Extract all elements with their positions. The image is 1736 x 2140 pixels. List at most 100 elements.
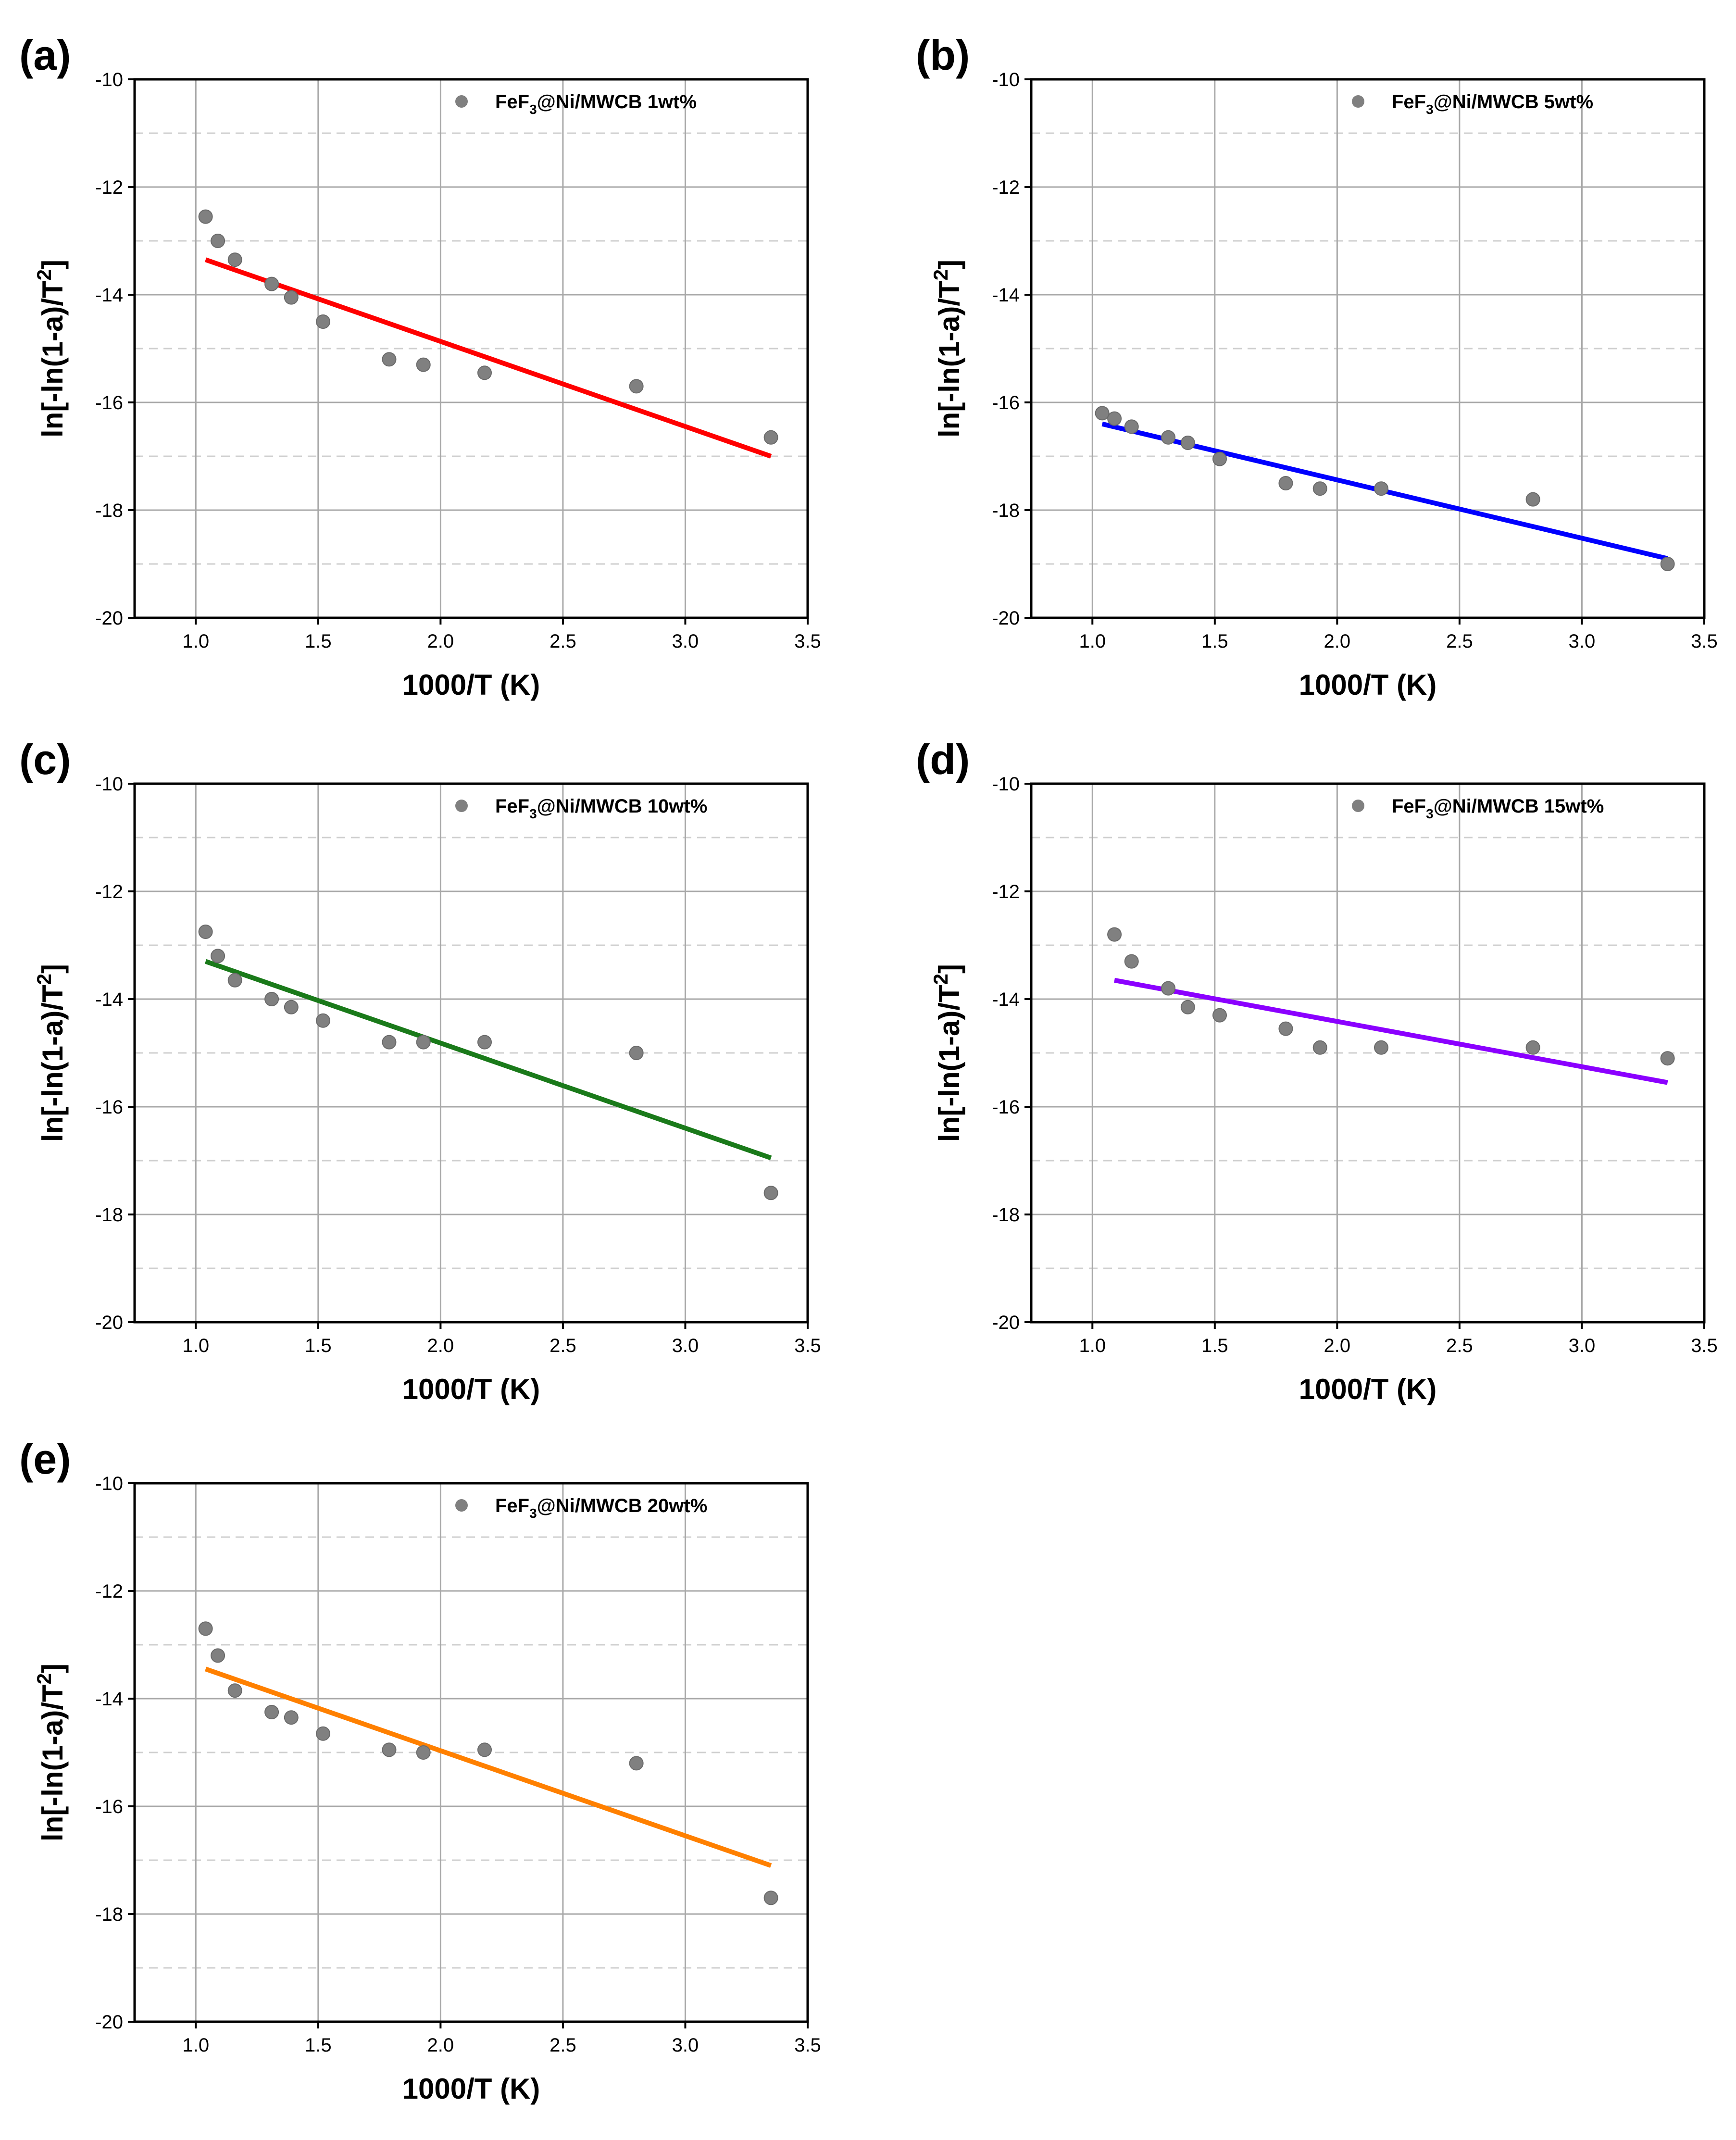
legend-marker — [1352, 800, 1364, 812]
plot-frame — [1030, 782, 1706, 1324]
data-point — [198, 209, 213, 224]
x-axis-title: 1000/T (K) — [1299, 669, 1437, 701]
panel-label: (d) — [916, 736, 970, 783]
y-axis-title: ln[-ln(1-a)/T2] — [929, 964, 965, 1142]
fit-line — [204, 257, 772, 459]
legend-marker — [455, 800, 468, 812]
y-tick-label: -12 — [992, 881, 1020, 902]
data-point — [1660, 557, 1675, 571]
y-tick-label: -20 — [992, 608, 1020, 629]
y-axis-title: ln[-ln(1-a)/T2] — [929, 260, 965, 438]
data-point — [629, 1046, 644, 1060]
data-point — [1124, 419, 1139, 434]
x-tick-label: 2.0 — [427, 1335, 454, 1356]
legend-label: FeF3@Ni/MWCB 20wt% — [495, 1495, 707, 1521]
data-point — [198, 1621, 213, 1636]
y-tick-label: -20 — [95, 1312, 123, 1333]
data-point — [1180, 1000, 1195, 1014]
y-tick-label: -14 — [992, 989, 1020, 1010]
data-point — [1161, 981, 1176, 996]
data-point — [211, 234, 225, 248]
data-point — [316, 1013, 330, 1028]
x-tick-label: 2.5 — [1446, 1335, 1473, 1356]
fit-line — [204, 1666, 772, 1868]
data-point — [382, 1035, 397, 1050]
chart-panel-4: -20 -18 -16 -14 -12 -10 1.0 1.5 2.0 2.5 3.0 3.5 (d) 1… — [916, 736, 1718, 1405]
x-tick-label: 2.0 — [427, 2035, 454, 2056]
panel-label: (a) — [19, 31, 71, 79]
y-tick-label: -18 — [95, 1904, 123, 1925]
y-tick-label: -16 — [992, 1097, 1020, 1118]
data-point — [284, 1710, 299, 1725]
data-point — [1312, 481, 1327, 496]
y-axis-title: ln[-ln(1-a)/T2] — [33, 260, 69, 438]
x-tick-label: 3.0 — [672, 631, 699, 652]
y-tick-label: -10 — [95, 69, 123, 90]
panel-label: (c) — [19, 736, 71, 783]
x-tick-label: 3.5 — [1691, 631, 1718, 652]
x-axis-title: 1000/T (K) — [1299, 1373, 1437, 1405]
fit-line — [1114, 977, 1668, 1085]
x-tick-label: 2.0 — [1324, 631, 1351, 652]
x-tick-label: 2.5 — [550, 2035, 576, 2056]
chart-panel-3: -20 -18 -16 -14 -12 -10 1.0 1.5 2.0 2.5 3.0 3.5 (c) 1… — [19, 736, 821, 1405]
y-tick-label: -10 — [992, 69, 1020, 90]
plot-frame — [1030, 78, 1706, 619]
data-point — [1212, 451, 1227, 466]
data-point — [227, 973, 242, 988]
data-point — [264, 276, 279, 291]
data-point — [1107, 411, 1122, 426]
data-point — [264, 1705, 279, 1719]
data-point — [1312, 1040, 1327, 1055]
y-tick-label: -12 — [992, 177, 1020, 198]
data-point — [382, 1742, 397, 1757]
data-point — [227, 1683, 242, 1698]
data-point — [284, 1000, 299, 1014]
data-point — [416, 1745, 431, 1760]
legend-label: FeF3@Ni/MWCB 1wt% — [495, 91, 697, 117]
x-tick-label: 2.5 — [550, 631, 576, 652]
x-tick-label: 1.0 — [182, 1335, 209, 1356]
legend-label: FeF3@Ni/MWCB 15wt% — [1392, 796, 1604, 821]
plot-frame — [133, 782, 809, 1324]
chart-panel-1: -20 -18 -16 -14 -12 -10 1.0 1.5 2.0 2.5 3.0 3.5 (a) 1… — [19, 31, 821, 701]
legend-label: FeF3@Ni/MWCB 10wt% — [495, 796, 707, 821]
panel-label: (e) — [19, 1435, 71, 1483]
plot-frame — [133, 78, 809, 619]
legend-marker — [1352, 95, 1364, 108]
data-point — [284, 290, 299, 305]
plot-frame — [133, 1482, 809, 2023]
y-axis-title: ln[-ln(1-a)/T2] — [33, 1664, 69, 1841]
y-tick-label: -16 — [95, 1796, 123, 1817]
data-point — [1212, 1008, 1227, 1023]
data-point — [1278, 476, 1293, 490]
data-point — [1525, 492, 1540, 507]
data-point — [763, 1890, 778, 1905]
y-tick-label: -10 — [95, 1473, 123, 1494]
data-point — [416, 1035, 431, 1050]
legend-marker — [455, 1499, 468, 1512]
x-tick-label: 3.5 — [1691, 1335, 1718, 1356]
y-tick-label: -20 — [95, 2012, 123, 2033]
data-point — [477, 1035, 492, 1050]
x-axis-title: 1000/T (K) — [402, 669, 540, 701]
data-point — [763, 430, 778, 445]
data-point — [763, 1186, 778, 1201]
data-point — [211, 1648, 225, 1663]
x-tick-label: 1.5 — [1201, 631, 1228, 652]
data-point — [416, 357, 431, 372]
data-point — [227, 252, 242, 267]
chart-panel-5: -20 -18 -16 -14 -12 -10 1.0 1.5 2.0 2.5 3.0 3.5 (e) 1… — [19, 1435, 821, 2105]
x-tick-label: 2.0 — [1324, 1335, 1351, 1356]
data-point — [1374, 1040, 1388, 1055]
x-tick-label: 3.5 — [794, 631, 821, 652]
y-tick-label: -18 — [95, 1204, 123, 1226]
y-tick-label: -14 — [95, 989, 123, 1010]
y-tick-label: -18 — [992, 1204, 1020, 1226]
y-tick-label: -14 — [95, 1689, 123, 1710]
x-tick-label: 1.0 — [182, 2035, 209, 2056]
x-tick-label: 1.0 — [1079, 1335, 1106, 1356]
y-tick-label: -16 — [95, 1097, 123, 1118]
